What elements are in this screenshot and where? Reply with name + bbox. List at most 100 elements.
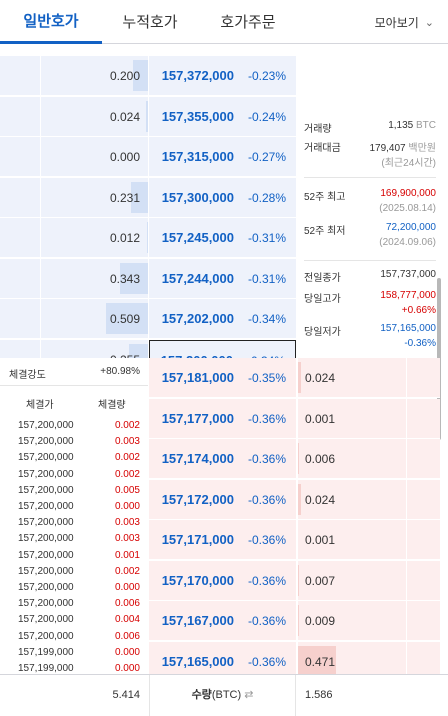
bid-empty-cell <box>407 479 440 519</box>
day-high-value: 158,777,000 <box>380 290 436 301</box>
ask-row[interactable]: 0.024 157,355,000 -0.24% <box>0 96 296 137</box>
bid-empty-cell <box>407 520 440 559</box>
ask-price-cell[interactable]: 157,300,000 -0.28% <box>149 177 296 217</box>
ask-row[interactable]: 0.000 157,315,000 -0.27% <box>0 137 296 177</box>
day-low-rate: -0.36% <box>404 338 436 349</box>
ask-empty-cell <box>0 177 40 217</box>
view-mode-dropdown[interactable]: 모아보기 ⌄ <box>375 0 434 44</box>
trade-qty: 0.006 <box>114 598 140 610</box>
trade-price: 157,200,000 <box>18 598 74 610</box>
trade-price: 157,200,000 <box>18 614 74 626</box>
bid-rate: -0.36% <box>247 614 286 628</box>
ask-row[interactable]: 0.343 157,244,000 -0.31% <box>0 258 296 299</box>
trade-price: 157,199,000 <box>18 646 74 658</box>
ask-qty: 0.200 <box>109 69 140 83</box>
ask-row[interactable]: 0.509 157,202,000 -0.34% <box>0 299 296 339</box>
bid-empty-cell <box>407 398 440 438</box>
ask-qty: 0.231 <box>109 190 140 205</box>
ask-total-qty: 5.414 <box>112 689 140 701</box>
trade-row: 157,200,000 0.004 <box>0 614 148 630</box>
ask-price-cell[interactable]: 157,202,000 -0.34% <box>149 299 296 338</box>
bid-rate: -0.36% <box>247 533 286 547</box>
trade-qty: 0.006 <box>114 630 140 642</box>
day-low-label: 당일저가 <box>304 327 341 338</box>
ask-empty-cell <box>0 137 40 176</box>
trade-price: 157,200,000 <box>18 549 74 561</box>
bid-qty-bar <box>298 605 300 636</box>
ask-row[interactable]: 0.200 157,372,000 -0.23% <box>0 56 296 96</box>
day-low-value: 157,165,000 <box>380 323 436 334</box>
trade-price: 157,200,000 <box>18 630 74 642</box>
trade-qty: 0.003 <box>114 517 140 529</box>
qty-label: 수량 <box>191 689 212 701</box>
ask-empty-cell <box>0 56 40 95</box>
bid-rate: -0.36% <box>247 492 286 507</box>
bid-price-cell[interactable]: 157,171,000 -0.36% <box>149 520 296 559</box>
bid-qty: 0.471 <box>305 654 336 669</box>
trade-price: 157,200,000 <box>18 420 74 431</box>
trade-qty-header: 체결량 <box>98 400 126 411</box>
bid-price-cell[interactable]: 157,177,000 -0.36% <box>149 398 296 438</box>
bid-rate: -0.36% <box>247 452 286 466</box>
bid-row[interactable]: 157,174,000 -0.36% 0.006 <box>149 439 440 479</box>
trade-price: 157,200,000 <box>18 582 74 593</box>
prev-close-label: 전일종가 <box>304 273 341 284</box>
ask-price: 157,315,000 <box>161 149 234 164</box>
trade-qty: 0.004 <box>114 614 140 626</box>
bid-row[interactable]: 157,167,000 -0.36% 0.009 <box>149 601 440 641</box>
trade-row: 157,199,000 0.000 <box>0 663 148 674</box>
ask-price-cell[interactable]: 157,245,000 -0.31% <box>149 218 296 257</box>
trade-row: 157,200,000 0.002 <box>0 566 148 582</box>
tab-orderbook-order[interactable]: 호가주문 <box>220 14 276 31</box>
bid-price-cell[interactable]: 157,181,000 -0.35% <box>149 358 296 397</box>
ask-qty-bar <box>133 60 148 91</box>
ask-empty-cell <box>0 258 40 298</box>
volume-value: 1,135 <box>388 120 414 131</box>
ask-rate: -0.34% <box>247 312 286 326</box>
bid-row[interactable]: 157,170,000 -0.36% 0.007 <box>149 560 440 601</box>
ask-price-cell[interactable]: 157,355,000 -0.24% <box>149 96 296 136</box>
bid-qty-bar <box>298 483 302 515</box>
ask-qty-bar <box>106 303 148 334</box>
ask-empty-cell <box>0 299 40 338</box>
bid-rate: -0.35% <box>247 371 286 385</box>
bid-price: 157,172,000 <box>161 491 234 507</box>
bid-total-qty: 1.586 <box>305 689 333 701</box>
bid-row[interactable]: 157,177,000 -0.36% 0.001 <box>149 398 440 439</box>
tab-cumulative-orderbook[interactable]: 누적호가 <box>122 14 178 31</box>
bid-row[interactable]: 157,181,000 -0.35% 0.024 <box>149 358 440 398</box>
trade-row: 157,200,000 0.000 <box>0 501 148 517</box>
trade-qty: 0.002 <box>114 452 140 464</box>
ask-price-cell[interactable]: 157,372,000 -0.23% <box>149 56 296 95</box>
bid-price-cell[interactable]: 157,167,000 -0.36% <box>149 601 296 640</box>
ask-price-cell[interactable]: 157,315,000 -0.27% <box>149 137 296 176</box>
trade-price-header: 체결가 <box>26 400 54 411</box>
ask-qty-cell: 0.343 <box>41 258 148 298</box>
qty-unit-toggle[interactable]: 수량(BTC) ⇄ <box>149 675 296 716</box>
ask-rate: -0.28% <box>247 190 286 205</box>
amount-value: 179,407 <box>369 143 406 154</box>
bid-price-cell[interactable]: 157,174,000 -0.36% <box>149 439 296 478</box>
ask-qty-cell: 0.200 <box>41 56 148 95</box>
trade-qty: 0.003 <box>114 533 140 545</box>
high52-date: (2025.08.14) <box>379 203 436 214</box>
ask-rate: -0.23% <box>247 69 286 83</box>
ask-row[interactable]: 0.012 157,245,000 -0.31% <box>0 218 296 258</box>
bid-price-cell[interactable]: 157,170,000 -0.36% <box>149 560 296 600</box>
tab-general-orderbook[interactable]: 일반호가 <box>0 0 102 44</box>
day-high-rate: +0.66% <box>401 305 436 316</box>
ask-price-cell[interactable]: 157,244,000 -0.31% <box>149 258 296 298</box>
trade-row: 157,200,000 0.003 <box>0 436 148 452</box>
swap-icon: ⇄ <box>244 689 254 701</box>
ask-price: 157,202,000 <box>161 311 234 326</box>
bid-price-cell[interactable]: 157,172,000 -0.36% <box>149 479 296 519</box>
ask-row[interactable]: 0.231 157,300,000 -0.28% <box>0 177 296 218</box>
ask-price: 157,245,000 <box>161 230 234 245</box>
bid-row[interactable]: 157,171,000 -0.36% 0.001 <box>149 520 440 560</box>
bid-qty-cell: 0.024 <box>298 479 406 519</box>
ask-qty: 0.343 <box>109 271 140 286</box>
trade-price: 157,200,000 <box>18 484 74 496</box>
bid-row[interactable]: 157,172,000 -0.36% 0.024 <box>149 479 440 520</box>
bid-qty: 0.001 <box>305 533 336 547</box>
trade-qty: 0.000 <box>114 582 140 593</box>
